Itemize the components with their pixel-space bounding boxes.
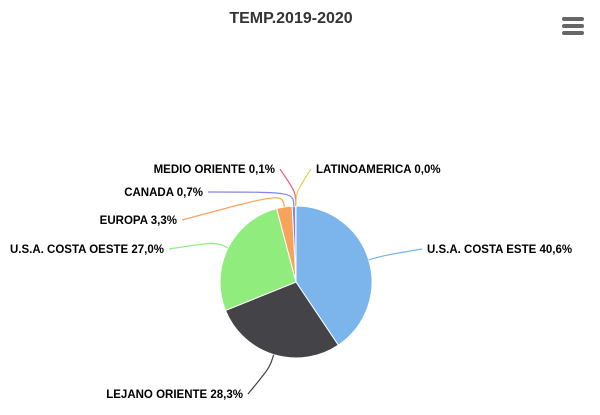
pie-slice[interactable] <box>295 205 373 346</box>
connector-line <box>247 354 275 395</box>
slice-label: EUROPA 3,3% <box>100 215 177 227</box>
connector-line <box>295 168 312 207</box>
connector-line <box>207 191 295 207</box>
slice-label: MEDIO ORIENTE 0,1% <box>154 164 275 176</box>
slice-label: LEJANO ORIENTE 28,3% <box>106 389 243 401</box>
chart-title: TEMP.2019-2020 <box>229 10 352 27</box>
pie-slice[interactable] <box>224 281 340 359</box>
slice-label: CANADA 0,7% <box>124 187 203 199</box>
connector-line <box>368 248 423 261</box>
slice-label: U.S.A. COSTA ESTE 40,6% <box>427 244 572 256</box>
hamburger-menu-icon[interactable] <box>558 14 588 38</box>
slice-label: U.S.A. COSTA OESTE 27,0% <box>10 244 164 256</box>
connector-line <box>168 242 229 250</box>
slice-label: LATINOAMERICA 0,0% <box>316 164 441 176</box>
connector-line <box>181 197 285 221</box>
